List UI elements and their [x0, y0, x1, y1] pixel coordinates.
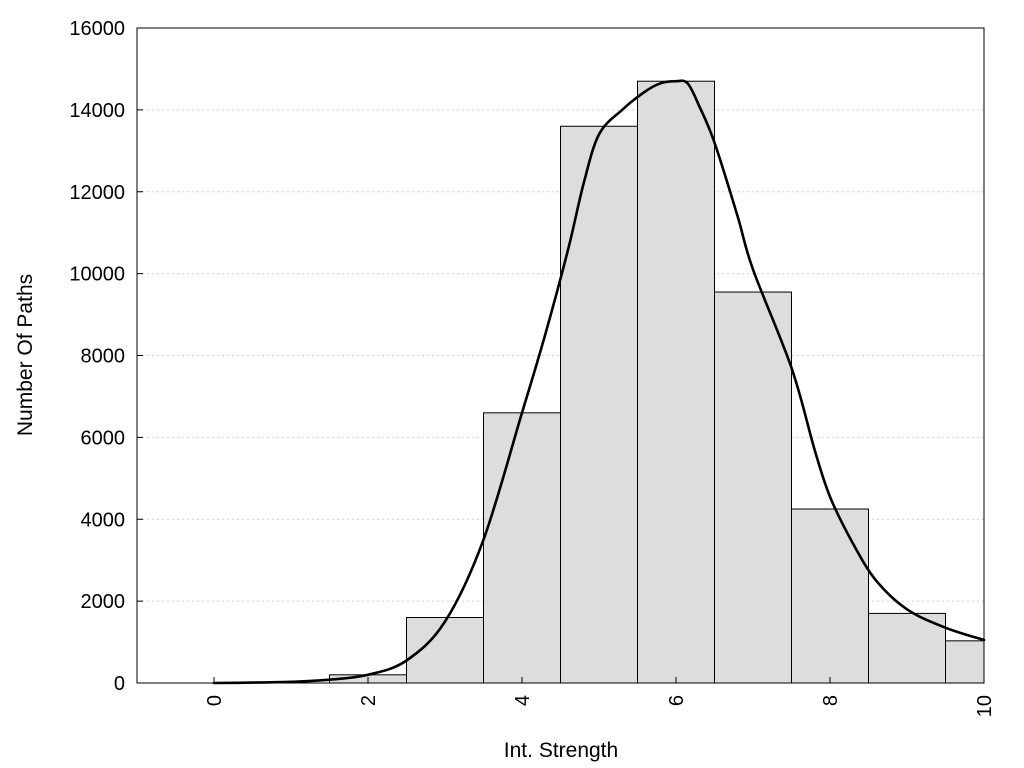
x-tick-label: 2	[358, 695, 380, 706]
x-axis-title: Int. Strength	[504, 739, 618, 762]
x-tick-label: 4	[512, 695, 534, 706]
histogram-bar	[560, 125, 638, 684]
x-tick-label: 8	[820, 695, 842, 706]
y-tick-label: 14000	[69, 100, 125, 122]
y-tick-label: 8000	[81, 346, 126, 368]
curve-layer	[212, 79, 986, 685]
density-curve	[212, 79, 986, 685]
histogram-bar	[483, 412, 561, 684]
x-tick-label: 0	[204, 695, 226, 706]
x-tick-label: 10	[974, 695, 996, 717]
labels-layer: 0 2000 4000 6000 8000 10000 12000 14000 16000 0 2 4…	[69, 18, 996, 717]
y-axis-title: Number Of Paths	[14, 274, 37, 436]
ticks-layer	[137, 27, 985, 684]
y-tick-label: 0	[114, 673, 125, 695]
y-tick-label: 10000	[69, 264, 125, 286]
y-tick-label: 2000	[81, 591, 126, 613]
y-tick-label: 6000	[81, 427, 126, 449]
y-tick-label: 12000	[69, 182, 125, 204]
bars-layer	[329, 80, 985, 684]
histogram-bar	[406, 617, 484, 684]
histogram-bar	[945, 640, 985, 684]
x-tick-label: 6	[666, 695, 688, 706]
histogram-bar	[791, 508, 869, 684]
y-tick-label: 4000	[81, 509, 126, 531]
histogram-bar	[714, 291, 792, 684]
histogram-bar	[637, 80, 715, 684]
y-tick-label: 16000	[69, 18, 125, 40]
